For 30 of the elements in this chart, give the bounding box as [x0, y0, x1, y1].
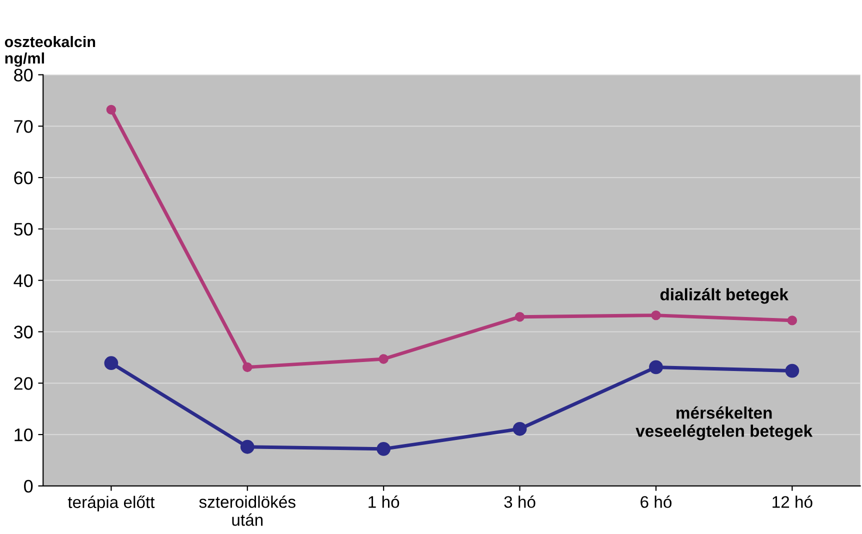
point [106, 104, 116, 115]
y-tick-label: 0 [24, 480, 33, 493]
y-tick-label: 50 [14, 222, 33, 236]
point [651, 310, 661, 320]
point [514, 312, 525, 322]
y-tick-label: 80 [14, 68, 33, 82]
x-tick-label: 6 hó [640, 495, 672, 508]
x-tick-label: 1 hó [368, 495, 400, 508]
point [649, 360, 663, 374]
series-label: mérsékelten veseelégtelen betegek [636, 406, 813, 440]
x-tick-label: 3 hó [504, 495, 536, 508]
y-tick-label: 10 [14, 428, 33, 442]
point [512, 422, 527, 436]
x-tick-label: 12 hó [772, 495, 812, 508]
y-axis-title: oszteokalcin ng/ml [4, 36, 96, 67]
y-tick-label: 20 [14, 377, 33, 390]
point [378, 354, 388, 364]
point [787, 316, 798, 326]
series-label: dializált betegek [660, 288, 788, 304]
point [240, 440, 254, 454]
point [242, 362, 252, 372]
point [104, 356, 118, 370]
y-tick-label: 30 [14, 326, 33, 338]
x-tick-label: szteroidlökés után [199, 495, 296, 526]
x-tick-label: terápia előtt [68, 496, 155, 512]
point [376, 442, 391, 456]
y-tick-label: 70 [14, 120, 33, 133]
y-tick-label: 40 [14, 274, 33, 288]
y-tick-label: 60 [14, 171, 33, 184]
point [785, 364, 800, 378]
